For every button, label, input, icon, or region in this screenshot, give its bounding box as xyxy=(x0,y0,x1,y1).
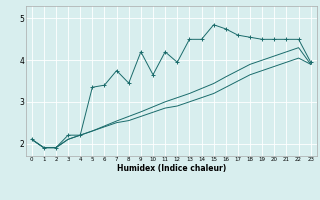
X-axis label: Humidex (Indice chaleur): Humidex (Indice chaleur) xyxy=(116,164,226,173)
